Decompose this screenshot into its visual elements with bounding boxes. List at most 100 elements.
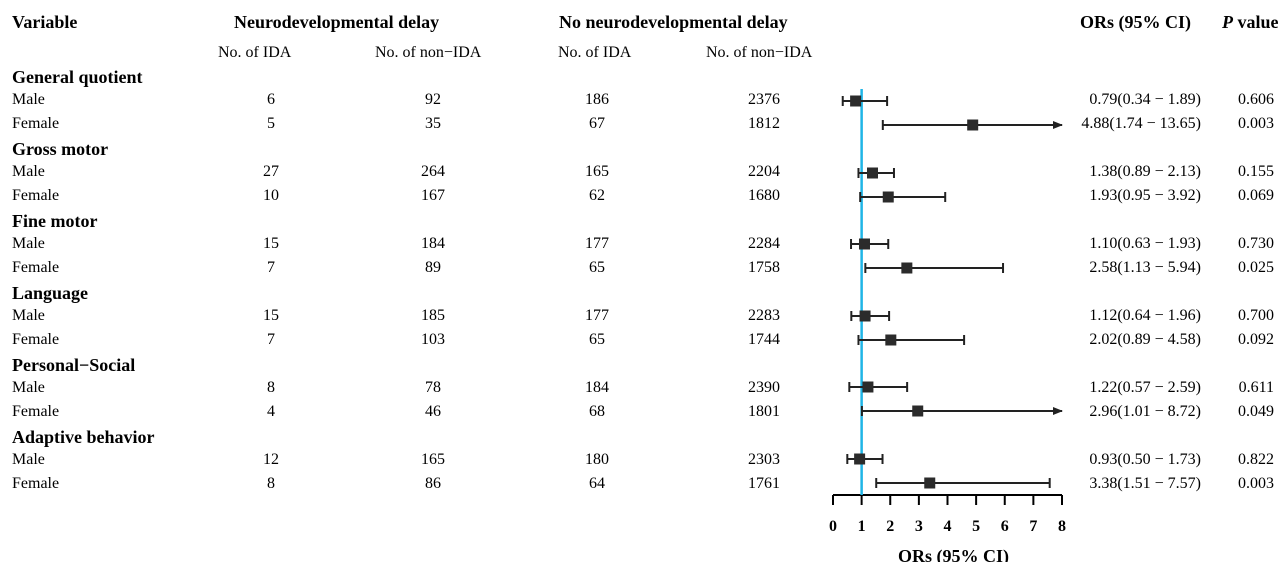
cell-nd-ida: 6 (267, 91, 275, 108)
header-p-italic: P (1222, 12, 1233, 32)
cell-nnd-non-ida: 2303 (748, 451, 780, 468)
row-label: Female (12, 475, 60, 492)
or-marker (885, 334, 897, 346)
subheader-nnd-ida: No. of IDA (558, 44, 632, 61)
cell-p-value: 0.092 (1238, 331, 1274, 348)
or-marker (850, 95, 862, 107)
cell-nd-non-ida: 103 (421, 331, 445, 348)
group-label: Adaptive behavior (12, 427, 155, 447)
or-marker (882, 191, 894, 203)
cell-or-ci: 1.12(0.64 − 1.96) (1089, 307, 1201, 324)
cell-or-ci: 2.96(1.01 − 8.72) (1089, 403, 1201, 420)
group-label: Fine motor (12, 211, 98, 231)
header-p-rest: value (1233, 12, 1279, 32)
cell-nnd-ida: 186 (585, 91, 609, 108)
or-marker (858, 238, 870, 250)
cell-nnd-non-ida: 1744 (748, 331, 780, 348)
cell-nnd-non-ida: 2283 (748, 307, 780, 324)
cell-nd-ida: 8 (267, 379, 275, 396)
cell-nnd-ida: 65 (589, 259, 605, 276)
cell-nd-ida: 15 (263, 307, 279, 324)
or-marker (867, 167, 879, 179)
cell-nnd-ida: 177 (585, 307, 609, 324)
header-p-value: P value (1222, 12, 1279, 33)
or-marker (854, 453, 866, 465)
row-label: Female (12, 115, 60, 132)
subheader-nd-non-ida: No. of non−IDA (375, 44, 482, 61)
group-label: Gross motor (12, 139, 109, 159)
cell-or-ci: 2.58(1.13 − 5.94) (1089, 259, 1201, 276)
row-label: Female (12, 403, 60, 420)
cell-nd-non-ida: 92 (425, 91, 441, 108)
cell-nnd-ida: 68 (589, 403, 605, 420)
cell-nd-ida: 10 (263, 187, 279, 204)
x-axis-label: ORs (95% CI) (898, 546, 1009, 562)
cell-nnd-ida: 67 (589, 115, 605, 132)
cell-or-ci: 0.79(0.34 − 1.89) (1089, 91, 1201, 108)
cell-nnd-non-ida: 2390 (748, 379, 780, 396)
cell-nd-non-ida: 35 (425, 115, 441, 132)
cell-nd-ida: 8 (267, 475, 275, 492)
cell-nnd-ida: 64 (589, 475, 605, 492)
cell-or-ci: 1.93(0.95 − 3.92) (1089, 187, 1201, 204)
cell-or-ci: 3.38(1.51 − 7.57) (1089, 475, 1201, 492)
cell-nnd-ida: 177 (585, 235, 609, 252)
x-tick-label: 3 (915, 518, 923, 535)
cell-p-value: 0.700 (1238, 307, 1274, 324)
cell-nd-ida: 7 (267, 259, 275, 276)
cell-nd-non-ida: 167 (421, 187, 445, 204)
or-marker (859, 310, 871, 322)
cell-nnd-ida: 184 (585, 379, 609, 396)
subheader-nnd-non-ida: No. of non−IDA (706, 44, 813, 61)
cell-nd-ida: 27 (263, 163, 279, 180)
cell-or-ci: 1.10(0.63 − 1.93) (1089, 235, 1201, 252)
cell-p-value: 0.611 (1238, 379, 1274, 396)
cell-nnd-ida: 180 (585, 451, 609, 468)
or-marker (967, 119, 979, 131)
cell-nd-ida: 7 (267, 331, 275, 348)
cell-p-value: 0.069 (1238, 187, 1274, 204)
cell-nnd-ida: 62 (589, 187, 605, 204)
or-marker (924, 477, 936, 489)
header-ors: ORs (95% CI) (1080, 12, 1191, 32)
group-label: Language (12, 283, 89, 303)
row-label: Male (12, 451, 45, 468)
cell-p-value: 0.003 (1238, 475, 1274, 492)
cell-or-ci: 1.38(0.89 − 2.13) (1089, 163, 1201, 180)
cell-or-ci: 0.93(0.50 − 1.73) (1089, 451, 1201, 468)
cell-nd-non-ida: 89 (425, 259, 441, 276)
cell-nd-ida: 15 (263, 235, 279, 252)
cell-nd-non-ida: 264 (421, 163, 445, 180)
x-tick-label: 7 (1029, 518, 1037, 535)
cell-nd-ida: 12 (263, 451, 279, 468)
group-label: General quotient (12, 67, 143, 87)
cell-nd-non-ida: 185 (421, 307, 445, 324)
x-tick-label: 8 (1058, 518, 1066, 535)
header-variable: Variable (12, 12, 78, 32)
x-tick-label: 6 (1001, 518, 1009, 535)
cell-p-value: 0.822 (1238, 451, 1274, 468)
x-tick-label: 1 (858, 518, 866, 535)
row-label: Female (12, 331, 60, 348)
cell-nd-non-ida: 78 (425, 379, 441, 396)
cell-or-ci: 2.02(0.89 − 4.58) (1089, 331, 1201, 348)
header-neurodevelopmental-delay: Neurodevelopmental delay (234, 12, 440, 32)
row-label: Female (12, 259, 60, 276)
row-label: Male (12, 163, 45, 180)
cell-nd-ida: 5 (267, 115, 275, 132)
or-marker (912, 405, 924, 417)
row-label: Male (12, 379, 45, 396)
row-label: Female (12, 187, 60, 204)
cell-p-value: 0.003 (1238, 115, 1274, 132)
cell-nd-ida: 4 (267, 403, 275, 420)
cell-nnd-non-ida: 1812 (748, 115, 780, 132)
row-label: Male (12, 307, 45, 324)
x-tick-label: 2 (886, 518, 894, 535)
x-tick-label: 0 (829, 518, 837, 535)
cell-nd-non-ida: 184 (421, 235, 445, 252)
cell-nd-non-ida: 165 (421, 451, 445, 468)
cell-nnd-ida: 165 (585, 163, 609, 180)
cell-p-value: 0.025 (1238, 259, 1274, 276)
cell-nd-non-ida: 46 (425, 403, 441, 420)
